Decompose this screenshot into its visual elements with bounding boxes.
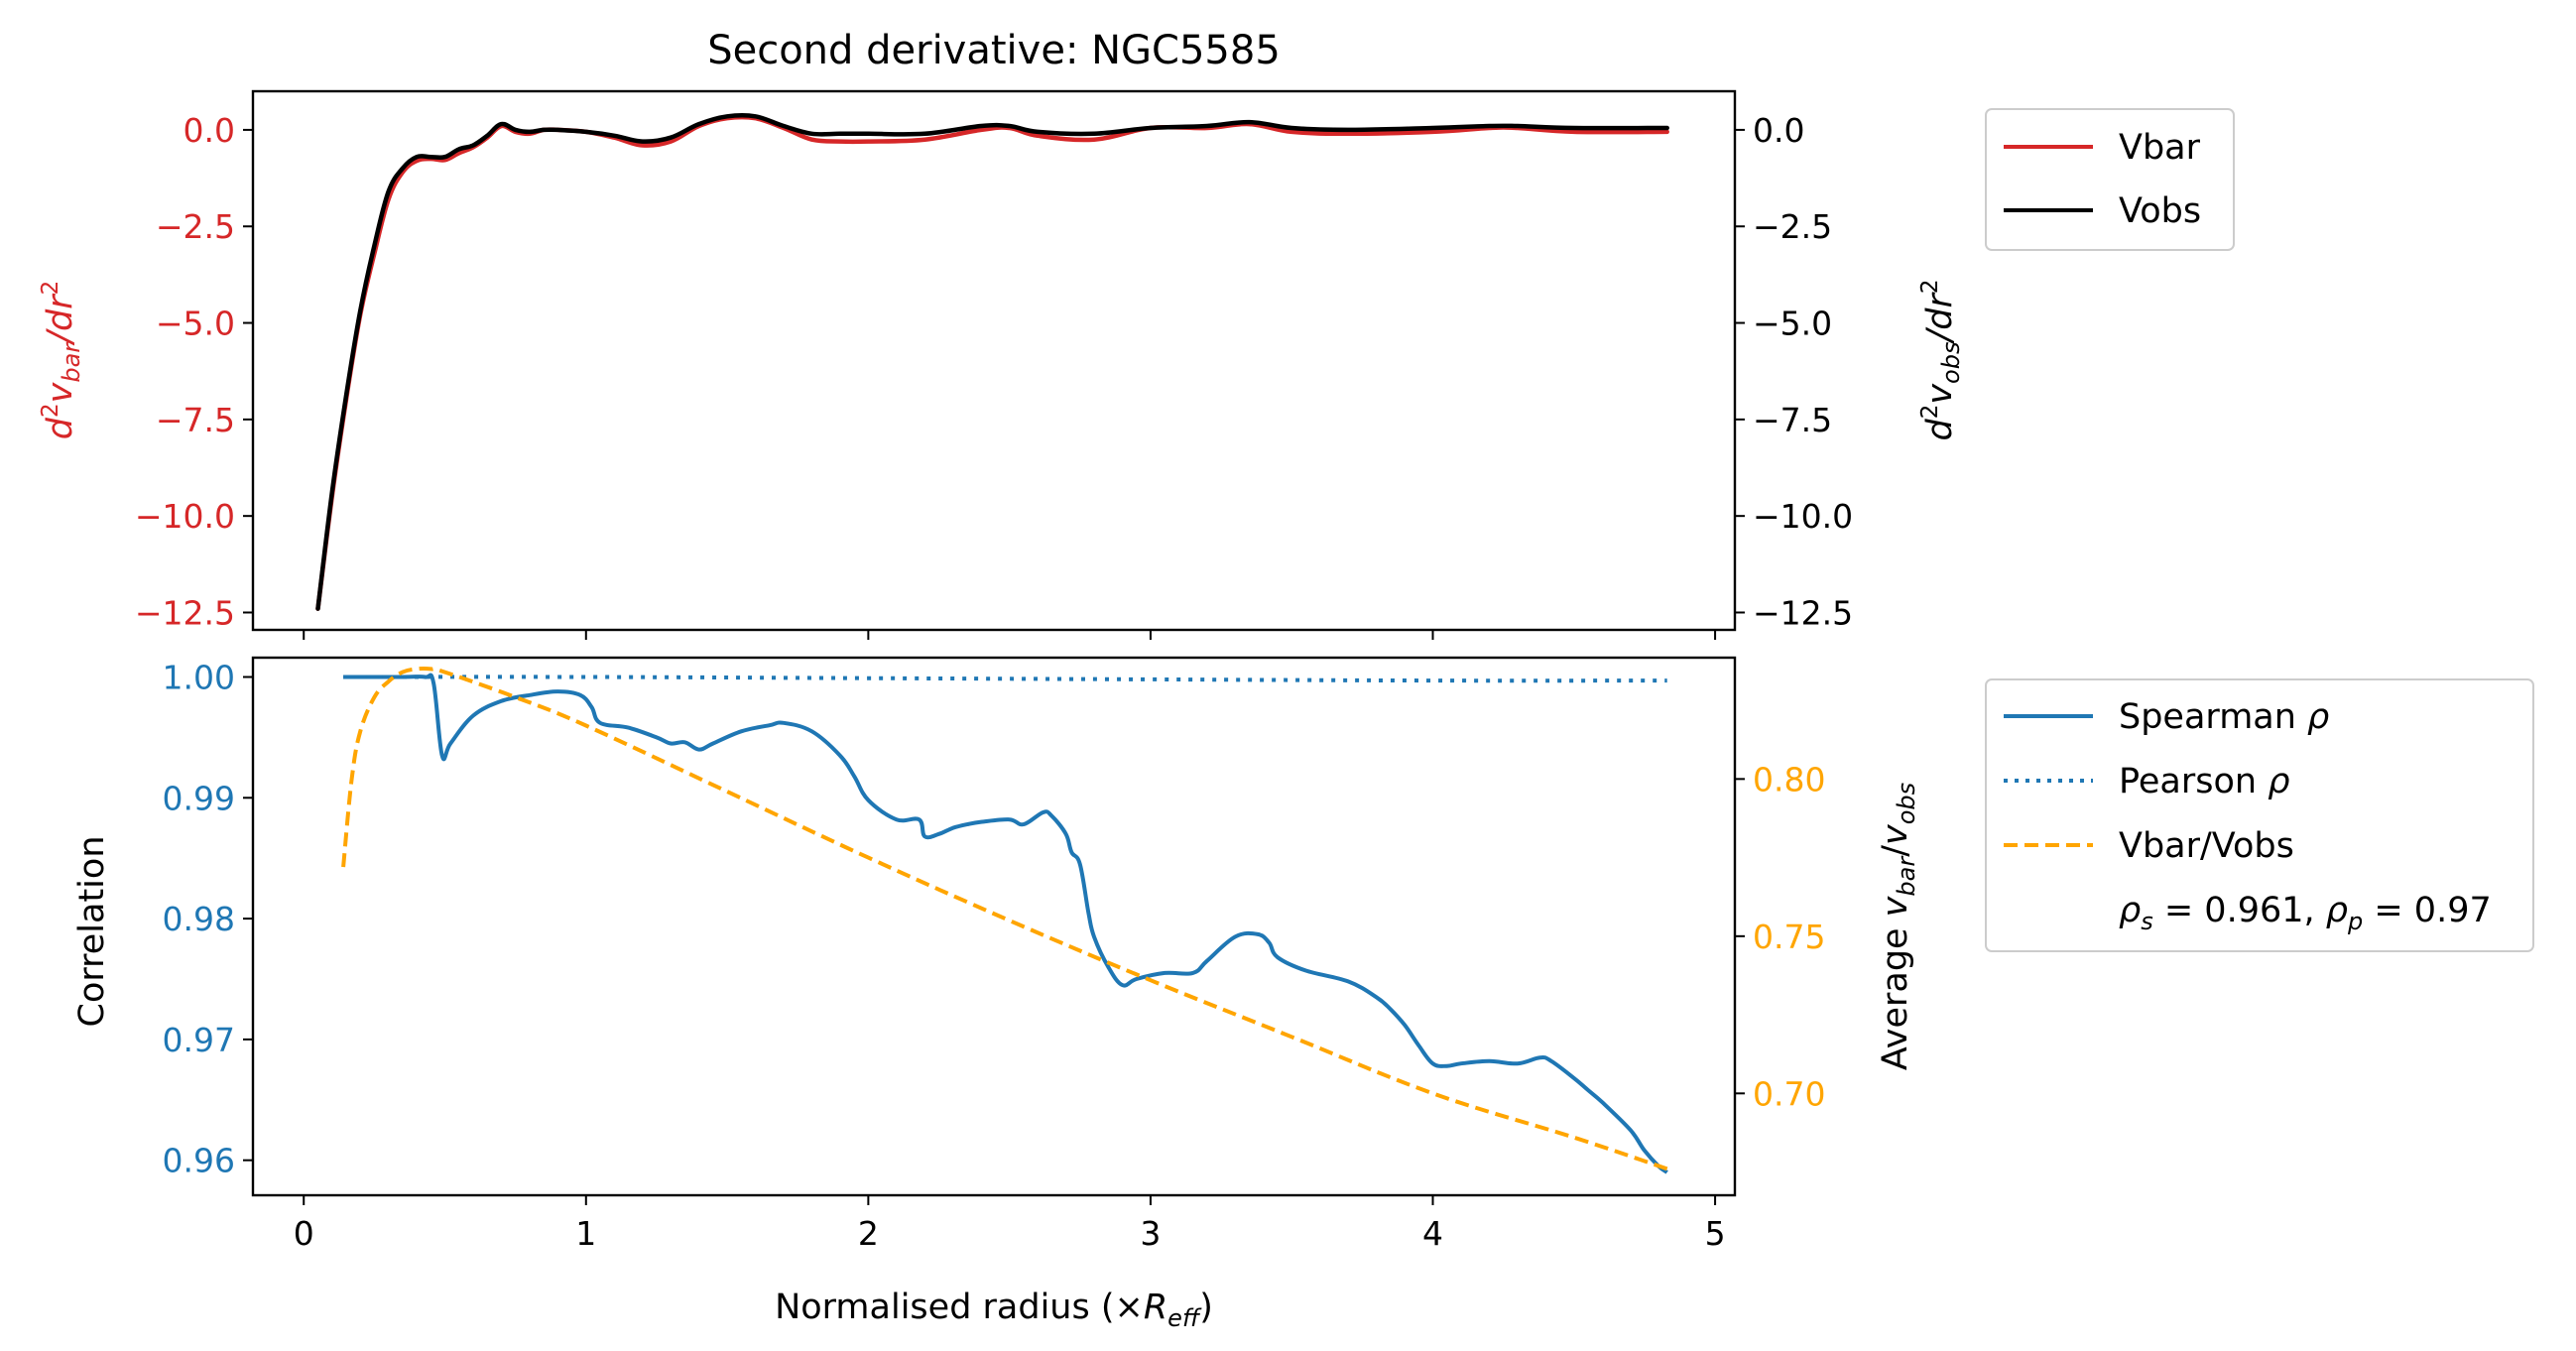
legend-label-pearson: Pearson ρ [2119, 762, 2289, 801]
bottom-legend: Spearman ρ Pearson ρ Vbar/Vobs ρs = 0.96… [1985, 678, 2534, 952]
top-left-ytick-label: −5.0 [156, 305, 235, 343]
xtick-label: 4 [1422, 1214, 1443, 1253]
bottom-plot-lines [341, 666, 1668, 1174]
chart-title: Second derivative: NGC5585 [707, 28, 1281, 73]
top-right-ylabel: d2vobs/dr2 [1917, 279, 1965, 440]
top-left-ylabel: d2vbar/dr2 [38, 281, 85, 439]
series-line-pearson [343, 675, 1667, 683]
top-right-ytick-label: −10.0 [1753, 497, 1853, 536]
xtick-label: 0 [294, 1214, 314, 1253]
top-left-ytick-label: −7.5 [156, 401, 235, 439]
series-line-spearman [343, 673, 1668, 1174]
xtick-label: 1 [575, 1214, 596, 1253]
top-right-ytick-label: −2.5 [1753, 207, 1832, 246]
xtick-label: 5 [1705, 1214, 1726, 1253]
bottom-left-ylabel: Correlation [72, 836, 112, 1028]
bottom-legend-frame [1985, 678, 2534, 952]
bottom-axes-frame [251, 656, 1737, 1197]
legend-label-ratio: Vbar/Vobs [2119, 826, 2294, 866]
legend-label-vobs: Vobs [2119, 191, 2201, 231]
legend-note: ρs = 0.961, ρp = 0.97 [2119, 891, 2492, 935]
bottom-right-ytick-label: 0.80 [1753, 760, 1825, 798]
bottom-left-ytick-label: 0.96 [163, 1142, 235, 1180]
xtick-label: 2 [858, 1214, 879, 1253]
bottom-right-ytick-label: 0.75 [1753, 918, 1825, 956]
top-right-ytick-label: −7.5 [1753, 401, 1832, 439]
top-legend-frame [1985, 108, 2235, 251]
series-line-vobs [315, 112, 1669, 611]
bottom-left-ytick-label: 0.98 [163, 900, 235, 938]
bottom-left-ytick-label: 1.00 [163, 658, 235, 696]
bottom-right-ylabel: Average vbar/vobs [1876, 783, 1920, 1070]
legend-label-spearman: Spearman ρ [2119, 697, 2329, 737]
bottom-xlabel: Normalised radius (×Reff) [775, 1288, 1213, 1332]
top-plot-lines [315, 112, 1669, 611]
series-line-ratio [341, 666, 1668, 1171]
legend-label-vbar: Vbar [2119, 128, 2201, 168]
top-left-ytick-label: −2.5 [156, 207, 235, 246]
top-right-ytick-label: −5.0 [1753, 305, 1832, 343]
bottom-left-ytick-label: 0.99 [163, 779, 235, 817]
top-legend: Vbar Vobs [1985, 108, 2235, 251]
top-left-ytick-label: −10.0 [135, 497, 235, 536]
top-left-ytick-label: −12.5 [135, 593, 235, 632]
top-right-ytick-label: 0.0 [1753, 111, 1804, 150]
top-left-ytick-label: 0.0 [184, 111, 235, 150]
series-line-vbar [315, 114, 1669, 611]
top-axes-frame [251, 89, 1737, 632]
axis-ticks: 0 1 2 3 4 5 0.0 −2.5 −5.0 −7.5 −10.0 −12.5 0.0 −2.5 −5… [135, 111, 1853, 1253]
bottom-right-ytick-label: 0.70 [1753, 1074, 1825, 1113]
xtick-label: 3 [1140, 1214, 1161, 1253]
bottom-left-ytick-label: 0.97 [163, 1021, 235, 1059]
top-right-ytick-label: −12.5 [1753, 593, 1853, 632]
